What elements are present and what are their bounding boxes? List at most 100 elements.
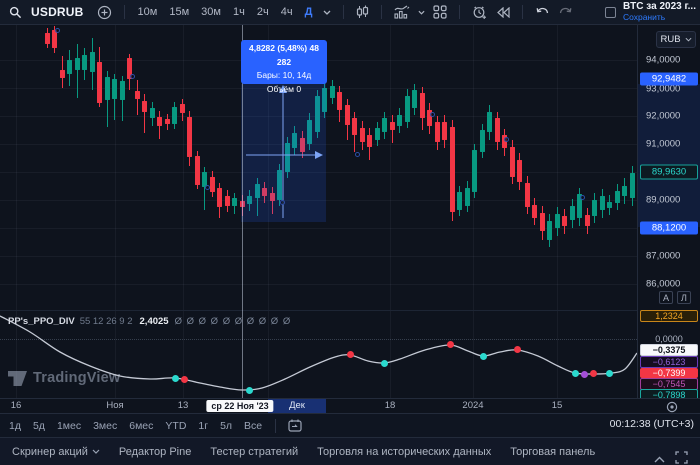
symbol-search-button[interactable]: [4, 0, 27, 24]
candle-body[interactable]: [74, 58, 80, 70]
range-button-1г[interactable]: 1г: [198, 419, 209, 432]
timeframe-button-30м[interactable]: 30м: [201, 6, 221, 18]
candle-body[interactable]: [456, 192, 462, 210]
candle-body[interactable]: [411, 90, 417, 108]
candle-body[interactable]: [464, 188, 470, 206]
candle-body[interactable]: [471, 150, 477, 192]
go-to-realtime-button[interactable]: [666, 401, 678, 413]
timeframe-button-10м[interactable]: 10м: [137, 6, 158, 18]
bar-replay-button[interactable]: [492, 0, 515, 24]
cloud-save-state[interactable]: [605, 7, 616, 18]
candle-body[interactable]: [134, 91, 140, 99]
timeframe-button-Д[interactable]: Д: [304, 6, 313, 18]
range-button-1д[interactable]: 1д: [9, 419, 21, 432]
timeframe-button-2ч[interactable]: 2ч: [256, 6, 269, 18]
candle-body[interactable]: [246, 196, 252, 204]
clock-utc-label[interactable]: 00:12:38 (UTC+3): [609, 418, 694, 430]
range-button-5л[interactable]: 5л: [220, 419, 233, 432]
candle-body[interactable]: [546, 221, 552, 240]
candle-body[interactable]: [569, 206, 575, 220]
chart-style-button[interactable]: [351, 0, 374, 24]
indicator-legend[interactable]: PP's_PPO_DIV 55 12 26 9 2 2,4025 Ø Ø Ø Ø Ø …: [8, 316, 291, 327]
candle-body[interactable]: [591, 200, 597, 216]
go-to-date-button[interactable]: [283, 414, 307, 437]
candle-body[interactable]: [351, 118, 357, 135]
candle-body[interactable]: [479, 130, 485, 152]
candle-body[interactable]: [89, 52, 95, 72]
candle-body[interactable]: [494, 118, 500, 142]
save-layout-link[interactable]: Сохранить: [622, 12, 666, 22]
candle-body[interactable]: [141, 101, 147, 112]
redo-button[interactable]: [554, 0, 578, 24]
range-button-5д[interactable]: 5д: [32, 419, 45, 432]
candle-body[interactable]: [336, 92, 342, 110]
tab-2[interactable]: Редактор Pine: [118, 445, 192, 458]
timeframe-button-4ч[interactable]: 4ч: [280, 6, 293, 18]
candle-body[interactable]: [44, 33, 50, 44]
candle-body[interactable]: [269, 193, 275, 201]
range-button-6мес[interactable]: 6мес: [129, 419, 154, 432]
auto-scale-button[interactable]: А: [659, 291, 673, 304]
candle-body[interactable]: [344, 105, 350, 125]
symbol-name[interactable]: USDRUB: [31, 5, 84, 19]
panel-collapse-button[interactable]: [649, 446, 670, 465]
candle-body[interactable]: [516, 160, 522, 182]
range-button-YTD[interactable]: YTD: [165, 419, 187, 432]
candle-body[interactable]: [179, 104, 185, 113]
candle-body[interactable]: [554, 214, 560, 228]
candle-body[interactable]: [81, 55, 87, 70]
candle-body[interactable]: [524, 183, 530, 207]
layout-name[interactable]: BTC за 2023 г...: [622, 1, 696, 12]
range-button-Все[interactable]: Все: [244, 419, 263, 432]
candle-body[interactable]: [606, 202, 612, 208]
candle-body[interactable]: [209, 177, 215, 192]
indicator-name[interactable]: PP's_PPO_DIV: [8, 316, 75, 327]
timeframe-menu-button[interactable]: [318, 0, 336, 24]
candle-body[interactable]: [621, 186, 627, 196]
compare-add-button[interactable]: [92, 0, 117, 24]
candle-body[interactable]: [51, 30, 57, 48]
candle-body[interactable]: [96, 62, 102, 103]
indicators-menu-button[interactable]: [415, 0, 428, 24]
candle-body[interactable]: [66, 60, 72, 74]
candle-body[interactable]: [276, 170, 282, 200]
timeframe-button-1ч[interactable]: 1ч: [232, 6, 245, 18]
candle-body[interactable]: [614, 191, 620, 203]
candle-body[interactable]: [254, 184, 260, 198]
candle-body[interactable]: [104, 77, 110, 100]
candle-body[interactable]: [434, 122, 440, 142]
candle-body[interactable]: [449, 127, 455, 212]
candle-body[interactable]: [261, 188, 267, 196]
candle-body[interactable]: [126, 58, 132, 79]
tab-1[interactable]: Скринер акций: [12, 446, 100, 458]
candle-body[interactable]: [321, 88, 327, 112]
candle-body[interactable]: [381, 118, 387, 132]
layout-block[interactable]: BTC за 2023 г... Сохранить: [622, 1, 696, 23]
candle-body[interactable]: [284, 143, 290, 172]
candle-body[interactable]: [629, 173, 635, 198]
candle-body[interactable]: [441, 122, 447, 140]
layout-grid-button[interactable]: [428, 0, 452, 24]
candle-body[interactable]: [389, 122, 395, 130]
candle-body[interactable]: [156, 117, 162, 126]
candle-body[interactable]: [531, 205, 537, 218]
candle-body[interactable]: [119, 81, 125, 100]
undo-button[interactable]: [530, 0, 554, 24]
candle-body[interactable]: [486, 112, 492, 132]
candle-body[interactable]: [359, 128, 365, 142]
candle-body[interactable]: [171, 107, 177, 124]
candle-body[interactable]: [599, 196, 605, 210]
candle-body[interactable]: [306, 120, 312, 144]
range-button-1мес[interactable]: 1мес: [56, 419, 82, 432]
candle-body[interactable]: [426, 110, 432, 126]
candle-body[interactable]: [224, 196, 230, 206]
candle-body[interactable]: [396, 115, 402, 126]
candle-body[interactable]: [149, 108, 155, 118]
candle-body[interactable]: [201, 172, 207, 187]
candle-body[interactable]: [314, 96, 320, 132]
timeframe-button-15м[interactable]: 15м: [169, 6, 190, 18]
candle-body[interactable]: [231, 198, 237, 206]
time-axis[interactable]: Дек 16 Ноя 13 18 2024 15 ср 22 Ноя '23: [0, 398, 700, 414]
tab-5[interactable]: Торговая панель: [510, 445, 596, 458]
